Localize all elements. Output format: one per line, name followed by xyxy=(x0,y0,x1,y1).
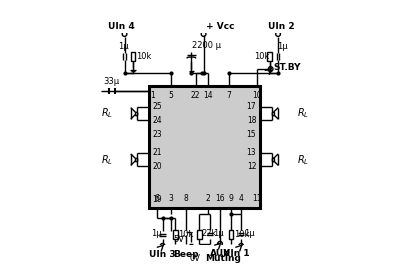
Text: 22: 22 xyxy=(191,91,200,100)
Text: 15: 15 xyxy=(247,130,256,139)
Text: 24: 24 xyxy=(153,116,162,125)
Text: + Vcc: + Vcc xyxy=(206,22,234,31)
Text: 19: 19 xyxy=(153,195,162,204)
Text: 13: 13 xyxy=(247,148,256,157)
Text: 17: 17 xyxy=(247,102,256,111)
Text: 10k: 10k xyxy=(254,52,269,61)
Text: 3: 3 xyxy=(169,194,174,203)
Text: UIn 2: UIn 2 xyxy=(268,22,294,31)
Text: Muting: Muting xyxy=(205,254,240,263)
Text: ST.BY: ST.BY xyxy=(274,64,301,72)
Text: 5V: 5V xyxy=(174,235,184,244)
Text: 10k: 10k xyxy=(136,52,151,61)
Text: 9: 9 xyxy=(229,194,234,203)
Text: 0V: 0V xyxy=(189,254,200,263)
Bar xyxy=(173,230,178,239)
Text: 11: 11 xyxy=(252,194,262,203)
Text: $R_L$: $R_L$ xyxy=(101,153,113,166)
Text: $R_L$: $R_L$ xyxy=(101,106,113,120)
Text: UIn 3: UIn 3 xyxy=(149,250,176,259)
Text: 16: 16 xyxy=(215,194,225,203)
Bar xyxy=(229,230,234,239)
Text: 20: 20 xyxy=(153,162,162,171)
Bar xyxy=(197,230,202,239)
Text: 4: 4 xyxy=(239,194,244,203)
Text: 1μ: 1μ xyxy=(151,229,162,238)
Bar xyxy=(131,52,135,60)
Text: 10k: 10k xyxy=(178,230,193,239)
Bar xyxy=(135,158,137,161)
Text: $R_L$: $R_L$ xyxy=(297,153,309,166)
Bar xyxy=(272,158,274,161)
Text: 23: 23 xyxy=(153,130,162,139)
Text: 10k: 10k xyxy=(234,230,249,239)
Bar xyxy=(149,86,260,208)
Text: 33μ: 33μ xyxy=(104,77,120,86)
Text: AUX: AUX xyxy=(210,249,230,258)
Text: UIn 1: UIn 1 xyxy=(223,249,250,258)
Text: 14: 14 xyxy=(203,91,213,100)
Text: 1μ: 1μ xyxy=(244,229,255,238)
Text: 2: 2 xyxy=(206,194,210,203)
Text: 10: 10 xyxy=(252,91,262,100)
Text: UIn 4: UIn 4 xyxy=(108,22,135,31)
Text: 1μ: 1μ xyxy=(118,42,129,51)
Text: 1μ: 1μ xyxy=(213,229,224,238)
Text: 22k: 22k xyxy=(202,229,217,238)
Text: $R_L$: $R_L$ xyxy=(297,106,309,120)
Text: 25: 25 xyxy=(153,102,162,111)
Text: 21: 21 xyxy=(153,148,162,157)
Text: 8: 8 xyxy=(183,194,188,203)
Text: Beep: Beep xyxy=(173,250,198,259)
Text: 18: 18 xyxy=(247,116,256,125)
Bar xyxy=(272,112,274,115)
Text: 7: 7 xyxy=(226,91,231,100)
Bar xyxy=(135,112,137,115)
Text: 5: 5 xyxy=(169,91,174,100)
Bar xyxy=(267,52,272,60)
Text: 1μ: 1μ xyxy=(277,42,288,51)
Text: 1: 1 xyxy=(150,91,154,100)
Text: 12: 12 xyxy=(247,162,256,171)
Text: 6: 6 xyxy=(154,194,159,203)
Text: 2200 μ: 2200 μ xyxy=(192,41,222,50)
